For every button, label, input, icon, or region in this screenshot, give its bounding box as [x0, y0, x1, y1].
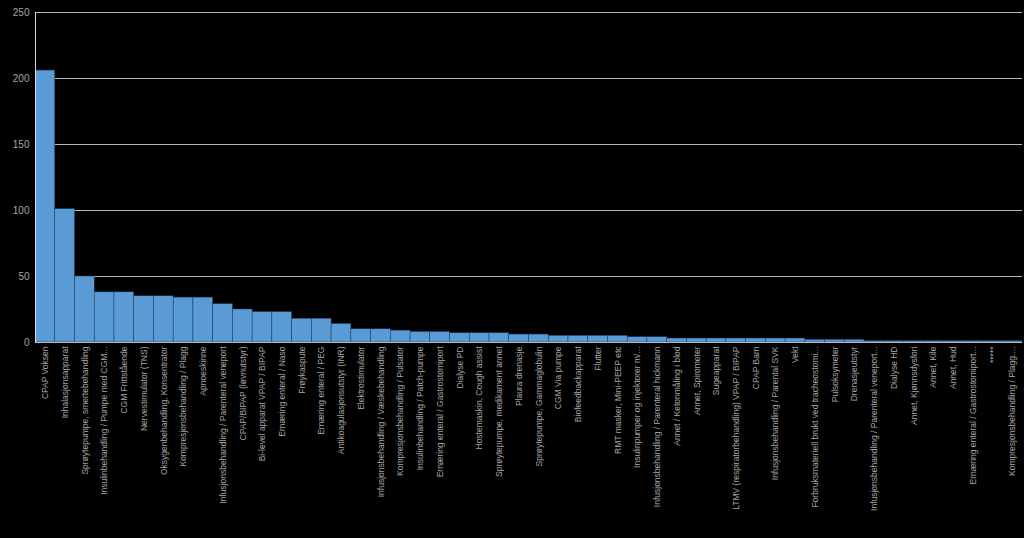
- svg-text:150: 150: [13, 139, 30, 150]
- svg-text:Drenasjeutstyr: Drenasjeutstyr: [849, 346, 859, 401]
- svg-text:Vekt: Vekt: [790, 346, 800, 363]
- svg-text:Elektrostimulator: Elektrostimulator: [356, 346, 366, 409]
- svg-text:Bi-level apparat VPAP / BIPAP: Bi-level apparat VPAP / BIPAP: [257, 346, 267, 461]
- svg-text:Infusjonsbehandling / Parenter: Infusjonsbehandling / Parenteral venepor…: [218, 346, 228, 504]
- svg-text:CGM Frittstående: CGM Frittstående: [119, 346, 129, 413]
- svg-text:Sprøytepumpe, smertebehandling: Sprøytepumpe, smertebehandling: [80, 346, 90, 474]
- svg-text:Sugeapparat: Sugeapparat: [711, 346, 721, 395]
- svg-text:Infusjonsbehandling / Parental: Infusjonsbehandling / Parental SVK: [770, 346, 780, 480]
- svg-text:200: 200: [13, 73, 30, 84]
- svg-text:Ernæring enteral / Naso: Ernæring enteral / Naso: [277, 346, 287, 437]
- svg-text:Annet, Kjønnsdysfori: Annet, Kjønnsdysfori: [909, 346, 919, 425]
- svg-text:CPAP Voksen: CPAP Voksen: [40, 346, 50, 399]
- svg-text:Ernæring enteral / PEG: Ernæring enteral / PEG: [316, 347, 326, 435]
- svg-text:RMT masker, Mini-PEEP etc: RMT masker, Mini-PEEP etc: [613, 346, 623, 454]
- svg-text:CPAP Barn: CPAP Barn: [751, 346, 761, 389]
- svg-text:Plaura drenasje: Plaura drenasje: [514, 346, 524, 406]
- svg-text:100: 100: [13, 205, 30, 216]
- svg-text:50: 50: [18, 271, 30, 282]
- svg-text:Inhalasjonsapparat: Inhalasjonsapparat: [60, 346, 70, 418]
- svg-text:Biofeedbackapparat: Biofeedbackapparat: [573, 346, 583, 422]
- svg-text:Kompresjonsbehandling / Pulsat: Kompresjonsbehandling / Pulsator: [395, 346, 405, 476]
- svg-text:Annet, Hud: Annet, Hud: [948, 346, 958, 389]
- svg-text:Nervestimulator (TNS): Nervestimulator (TNS): [139, 346, 149, 431]
- svg-text:Pulsoksymeter: Pulsoksymeter: [830, 346, 840, 402]
- svg-text:Infusjonsbehandling / Væskebeh: Infusjonsbehandling / Væskebehandling: [376, 346, 386, 497]
- svg-text:Frøykaspute: Frøykaspute: [297, 346, 307, 394]
- svg-text:250: 250: [13, 7, 30, 18]
- svg-text:Insulinbehandling / Pumpe med: Insulinbehandling / Pumpe med CGM...: [99, 347, 109, 495]
- svg-text:Infusjonsbehandling / Parenter: Infusjonsbehandling / Parenteral hickman…: [652, 346, 662, 507]
- svg-text:Annet / Ketonmåling i blod: Annet / Ketonmåling i blod: [672, 346, 682, 446]
- svg-text:*****: *****: [988, 346, 998, 363]
- svg-text:Kompresjonsbehandling / Plagg: Kompresjonsbehandling / Plagg: [178, 346, 188, 466]
- svg-text:Forbruksmateriell brukt ved tr: Forbruksmateriell brukt ved tracheostomi…: [810, 347, 820, 508]
- svg-text:Oksygenbehandling, Konsentrato: Oksygenbehandling, Konsentrator: [159, 346, 169, 475]
- svg-text:Flutter: Flutter: [593, 346, 603, 370]
- svg-text:Annet, Spirometer: Annet, Spirometer: [692, 346, 702, 415]
- svg-text:Hostemaskin, Cough assist: Hostemaskin, Cough assist: [474, 346, 484, 450]
- svg-text:Sprøytepumpe, medikament annet: Sprøytepumpe, medikament annet: [494, 346, 504, 477]
- svg-text:Ernæring enteral / Gastrostomi: Ernæring enteral / Gastrostomiport: [435, 346, 445, 477]
- svg-text:Annet, Kile: Annet, Kile: [928, 346, 938, 387]
- svg-text:Antikoagulasjonsutstyr (INR): Antikoagulasjonsutstyr (INR): [336, 346, 346, 454]
- svg-text:0: 0: [24, 337, 30, 348]
- svg-text:Sprøytepumpe, Gammaglobulin: Sprøytepumpe, Gammaglobulin: [534, 346, 544, 466]
- svg-text:Kompresjonsbehandling / Plagg.: Kompresjonsbehandling / Plagg....: [1007, 347, 1017, 476]
- svg-text:LTMV (respiratorbehandling) VP: LTMV (respiratorbehandling) VPAP / BIPAP: [731, 346, 741, 510]
- svg-text:Dialyse PD: Dialyse PD: [455, 347, 465, 389]
- svg-text:CPAP/BIPAP (løvnutstyr): CPAP/BIPAP (løvnutstyr): [237, 346, 247, 440]
- svg-text:Insulinpumper og injektorer m/: Insulinpumper og injektorer m/...: [632, 347, 642, 468]
- svg-text:Insulinbehandling / Patch-pump: Insulinbehandling / Patch-pumpe: [415, 346, 425, 470]
- svg-text:Infusjonsbehandling / Parenter: Infusjonsbehandling / Parenteral venepor…: [869, 347, 879, 511]
- svg-text:Apnoeskinne: Apnoeskinne: [198, 346, 208, 395]
- svg-text:Ernæring enteral / Gastrostomi: Ernæring enteral / Gastrostomiport...: [968, 347, 978, 485]
- svg-text:CGM Via pumpe: CGM Via pumpe: [553, 346, 563, 409]
- svg-text:Dialyse HD: Dialyse HD: [889, 347, 899, 390]
